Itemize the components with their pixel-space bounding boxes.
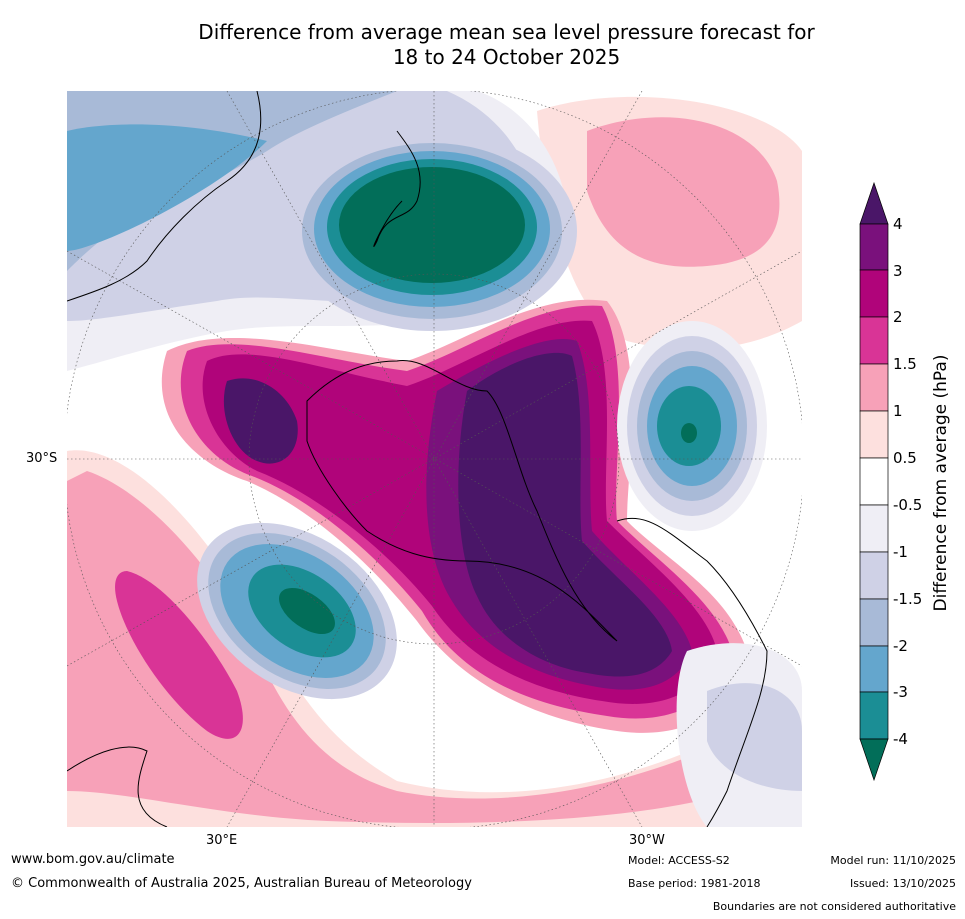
pressure-anomaly-map <box>67 91 802 827</box>
antarctica-coast <box>306 360 618 642</box>
indian-high-4 <box>223 378 298 464</box>
pacific-low-4 <box>681 423 697 443</box>
map-canvas <box>67 91 802 827</box>
colorbar-tick: 1.5 <box>893 355 917 373</box>
colorbar-band-neg15-neg2 <box>859 598 889 647</box>
issued-text: Issued: 13/10/2025 <box>849 877 956 890</box>
colorbar-tick: -2 <box>893 637 908 655</box>
colorbar-band-05-1 <box>859 410 889 459</box>
colorbar-band-neg2-neg3 <box>859 645 889 693</box>
chart-title: Difference from average mean sea level p… <box>0 20 965 70</box>
title-line-2: 18 to 24 October 2025 <box>392 45 621 69</box>
colorbar-tick: -1.5 <box>893 590 923 608</box>
colorbar-tick: 3 <box>893 262 903 280</box>
colorbar-extend-top <box>859 181 889 225</box>
colorbar-tick: 4 <box>893 215 903 233</box>
colorbar-tick: -4 <box>893 730 908 748</box>
nz-low-4 <box>339 167 525 283</box>
southern-africa-coast <box>67 746 168 827</box>
anomaly-pos-1-ne <box>587 117 780 267</box>
colorbar-tick: -0.5 <box>893 496 923 514</box>
colorbar-title: Difference from average (hPa) <box>931 354 951 612</box>
colorbar-tick: -1 <box>893 543 908 561</box>
colorbar-tick: 2 <box>893 308 903 326</box>
colorbar-band-1-15 <box>859 363 889 412</box>
antarctic-high-4 <box>458 352 672 677</box>
colorbar-band-neg1-neg15 <box>859 551 889 600</box>
australia-coast <box>67 91 262 302</box>
new-zealand-coast <box>373 130 421 247</box>
title-line-1: Difference from average mean sea level p… <box>198 20 815 44</box>
atlantic-low-4 <box>279 587 335 635</box>
anomaly-neg-2-nw <box>67 124 267 251</box>
model-text: Model: ACCESS-S2 <box>628 854 730 867</box>
model-run-text: Model run: 11/10/2025 <box>830 854 956 867</box>
anomaly-pos-1-south <box>67 471 767 823</box>
colorbar-extend-bottom <box>859 738 889 782</box>
website-link[interactable]: www.bom.gov.au/climate <box>11 852 175 867</box>
colorbar-band-2-3 <box>859 269 889 318</box>
colorbar-band-neg3-neg4 <box>859 691 889 740</box>
disclaimer-text: Boundaries are not considered authoritat… <box>712 900 956 913</box>
colorbar-band-neg05-neg1 <box>859 504 889 553</box>
colorbar-band-15-2 <box>859 316 889 365</box>
coastlines <box>67 91 768 827</box>
lon-label-30w: 30°W <box>629 833 665 848</box>
lon-label-30e: 30°E <box>206 833 238 848</box>
anomaly-pos-2-sw <box>115 571 243 739</box>
colorbar-tick: 0.5 <box>893 449 917 467</box>
base-period-text: Base period: 1981-2018 <box>628 877 761 890</box>
colorbar-band-neutral <box>859 457 889 506</box>
colorbar-tick: -3 <box>893 683 908 701</box>
copyright-text: © Commonwealth of Australia 2025, Austra… <box>11 876 472 891</box>
colorbar-tick: 1 <box>893 402 903 420</box>
se-low-1 <box>707 683 802 791</box>
south-america-coast <box>616 517 768 827</box>
colorbar-band-3-4 <box>859 223 889 271</box>
graticule <box>67 91 802 827</box>
lat-label-30s: 30°S <box>26 451 58 466</box>
